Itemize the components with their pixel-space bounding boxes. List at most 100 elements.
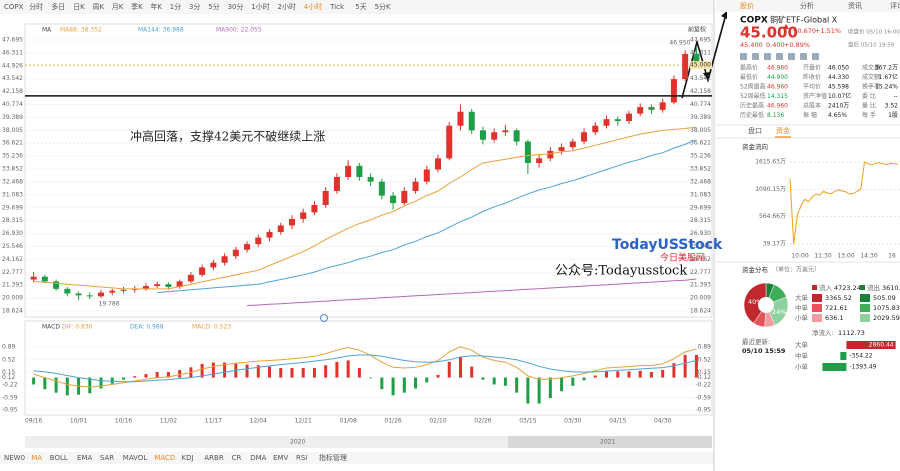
stat-label: 平均价 — [803, 83, 821, 91]
legend-title: MA — [42, 27, 52, 34]
tool-icon[interactable] — [800, 53, 807, 60]
y-tick-label: 43.542 — [690, 75, 711, 82]
macd-bar — [245, 364, 249, 378]
y-tick-label: 47.695 — [690, 37, 711, 44]
indicator-tab[interactable]: ARBR — [204, 454, 223, 462]
toolbar-item[interactable]: 5分 — [208, 2, 219, 11]
toolbar-item[interactable]: 2小时 — [278, 2, 296, 11]
indicator-tab[interactable]: NEW0 — [4, 454, 25, 462]
stat-value: 46.960 — [767, 103, 788, 110]
macd-bar — [223, 362, 227, 378]
value-label: 2860.44 — [869, 342, 894, 349]
macd-bar — [616, 371, 620, 378]
panel-tab[interactable]: 分析 — [800, 1, 814, 10]
indicator-tab[interactable]: CR — [232, 454, 242, 462]
toolbar-item[interactable]: 1分 — [170, 2, 181, 11]
toolbar-item[interactable]: 3分 — [189, 2, 200, 11]
stat-label: 量 比 — [862, 102, 876, 110]
indicator-tab[interactable]: EMA — [77, 454, 92, 462]
x-tick-label: 11/17 — [205, 418, 222, 425]
indicator-tab[interactable]: 指标管理 — [319, 453, 347, 462]
candle-body — [401, 190, 408, 204]
candle-body — [210, 262, 217, 268]
macd-bar — [436, 374, 440, 378]
flow-value: 1075.83 — [873, 304, 900, 312]
indicator-tab[interactable]: MAVOL — [123, 454, 148, 462]
candle-body — [693, 53, 700, 66]
toolbar-item[interactable]: 季K — [131, 2, 143, 11]
indicator-tab[interactable]: BOLL — [50, 454, 68, 462]
flow-total: 4723.24 — [834, 284, 861, 292]
indicator-tab[interactable]: RSI — [296, 454, 307, 462]
candle-body — [614, 119, 621, 122]
y-tick-label: 22.777 — [690, 269, 711, 276]
indicator-tab[interactable]: MACD — [154, 454, 175, 462]
sub-tab[interactable]: 盘口 — [748, 126, 762, 135]
y-tick-label: 35.236 — [690, 153, 711, 160]
candle-body — [592, 125, 599, 133]
indicator-tab[interactable]: MA — [31, 454, 42, 462]
arrow-head — [721, 11, 727, 19]
toolbar-item[interactable]: 1小时 — [251, 2, 269, 11]
candle-body — [547, 150, 554, 159]
y-tick-label: 47.695 — [2, 37, 23, 44]
toolbar-item[interactable]: 30分 — [228, 2, 244, 11]
macd-bar — [290, 367, 294, 378]
toolbar-item[interactable]: 5天 — [355, 3, 366, 11]
toolbar-item[interactable]: Tick — [329, 3, 345, 11]
candle-body — [98, 292, 105, 297]
indicator-tab[interactable]: KDJ — [182, 454, 194, 462]
toolbar-item[interactable]: COPX — [4, 3, 24, 11]
tool-icon[interactable] — [752, 53, 759, 60]
candle-body — [390, 195, 397, 204]
candle-body — [603, 119, 610, 126]
toolbar-item[interactable]: 年K — [150, 2, 162, 11]
toolbar-item[interactable]: 4小时 — [304, 2, 322, 11]
tool-icon[interactable] — [740, 53, 747, 60]
y-tick-label: 43.542 — [2, 75, 23, 82]
macd-bar — [178, 370, 182, 378]
adjust-toggle[interactable]: 前复权 — [688, 26, 706, 34]
sub-tab[interactable]: 资金 — [776, 126, 790, 135]
candle-body — [558, 147, 565, 151]
tool-icon[interactable] — [764, 53, 771, 60]
hand-arrow — [681, 13, 727, 99]
macd-bar — [605, 371, 609, 378]
percent-label: 24% — [772, 308, 786, 316]
scroll-handle[interactable] — [508, 436, 712, 448]
toolbar-item[interactable]: 月K — [112, 3, 124, 11]
legend-entry: DEA: 0.988 — [130, 324, 164, 331]
indicator-tab[interactable]: DMA — [250, 454, 266, 462]
bar — [846, 341, 896, 349]
y-tick-label: 20.009 — [2, 295, 23, 302]
value-label: -1393.49 — [849, 364, 876, 371]
indicator-tab[interactable]: EMV — [273, 454, 288, 462]
tool-icon[interactable] — [776, 53, 783, 60]
toolbar-item[interactable]: 分时 — [29, 2, 43, 11]
candle-body — [266, 231, 273, 238]
flow-name: 流入 — [819, 283, 833, 292]
pie-slice — [743, 282, 767, 324]
toolbar-item[interactable]: 周K — [93, 3, 105, 11]
candle-body — [412, 181, 419, 191]
toolbar-item[interactable]: 多日 — [51, 2, 65, 11]
change: +0.670 — [792, 27, 816, 35]
toolbar-item[interactable]: 日K — [73, 3, 85, 11]
panel-tab[interactable]: 股价 — [740, 2, 754, 10]
settings-icon[interactable] — [320, 314, 328, 322]
macd-bar — [200, 363, 204, 378]
macd-bar — [694, 354, 698, 378]
x-tick-label: 14:30 — [860, 253, 877, 260]
tool-icon[interactable] — [812, 53, 819, 60]
flow-total: 3610.51 — [882, 284, 900, 292]
panel-tab[interactable]: 评论 — [890, 1, 900, 10]
tool-icon[interactable] — [788, 53, 795, 60]
candle-body — [423, 169, 430, 182]
up-arrow — [783, 24, 789, 29]
panel-tab[interactable]: 资讯 — [848, 1, 862, 10]
indicator-tab[interactable]: SAR — [100, 454, 114, 462]
toolbar-item[interactable]: 5分K — [375, 2, 391, 11]
y-tick-label: 33.852 — [690, 166, 711, 173]
low-label: 19.786 — [99, 301, 120, 308]
